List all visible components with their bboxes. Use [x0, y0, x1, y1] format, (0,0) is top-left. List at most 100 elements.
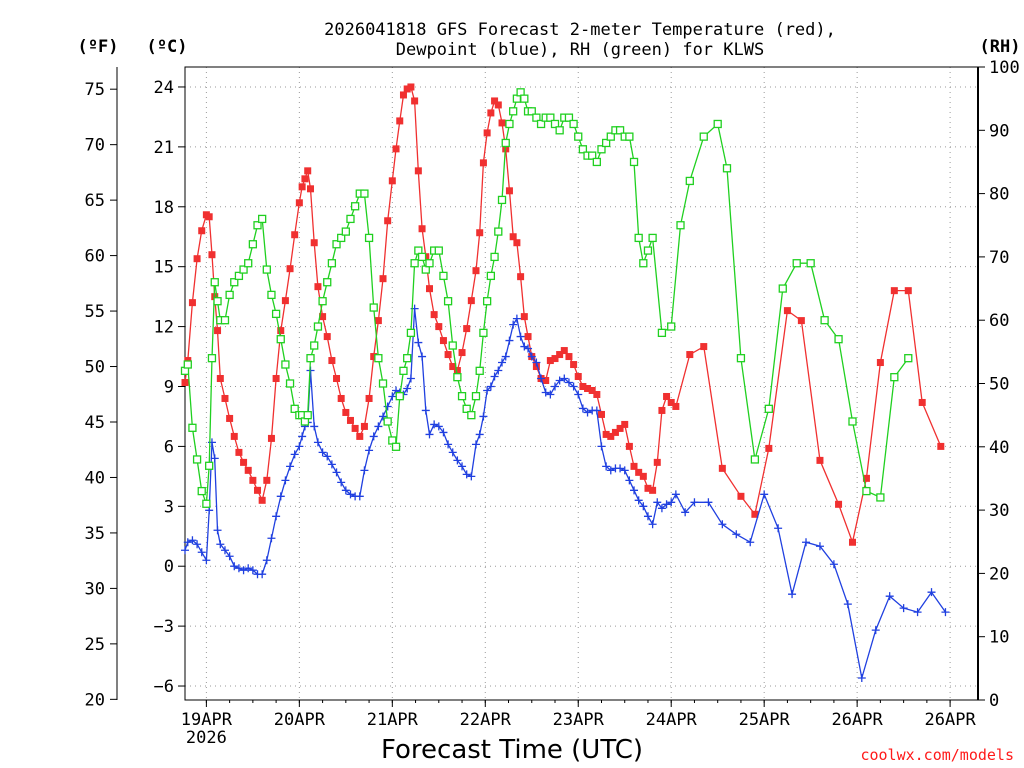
temperature-point	[611, 428, 619, 436]
temperature-point	[435, 323, 443, 331]
temperature-point	[226, 414, 234, 422]
dewpoint-point	[418, 352, 427, 361]
dewpoint-point	[183, 538, 192, 547]
temperature-point	[365, 394, 373, 402]
rh-point	[479, 328, 488, 338]
temperature-point	[244, 466, 252, 474]
rh-point	[225, 290, 234, 300]
temperature-point	[258, 496, 266, 504]
rh-point	[490, 252, 499, 262]
rh-point	[448, 341, 457, 350]
temperature-point	[520, 313, 528, 321]
temperature-point	[593, 390, 601, 398]
dewpoint-point	[564, 378, 573, 387]
temperature-point	[267, 434, 275, 442]
temperature-point	[630, 462, 638, 470]
dewpoint-point	[524, 344, 533, 353]
temperature-point	[816, 456, 824, 464]
celsius-tick-label: 3	[164, 497, 174, 517]
dewpoint-point	[774, 524, 783, 533]
temperature-point	[193, 255, 201, 263]
gridlines	[185, 67, 978, 700]
series-dewpoint	[181, 304, 950, 683]
rh-point	[267, 290, 276, 300]
x-tick-label: 21APR	[367, 710, 419, 730]
rh-point	[410, 259, 419, 268]
celsius-tick-label: 21	[154, 138, 174, 158]
temperature-point	[240, 458, 248, 466]
temperature-point	[602, 430, 610, 438]
rh-point	[239, 265, 248, 274]
rh-point	[281, 360, 290, 369]
dewpoint-point	[327, 460, 336, 469]
dewpoint-point	[681, 508, 690, 517]
rh-point	[205, 461, 214, 470]
temperature-point	[399, 91, 407, 99]
rh-point	[597, 145, 606, 154]
rh-point	[337, 233, 346, 243]
rh-point	[202, 499, 211, 508]
rh-point	[634, 233, 643, 243]
temperature-point	[560, 347, 568, 355]
rh-tick-label: 80	[989, 185, 1009, 205]
temperature-point	[388, 177, 396, 185]
dewpoint-point	[276, 492, 285, 501]
rh-point	[457, 392, 467, 401]
rh-point	[497, 195, 507, 205]
rh-point	[364, 233, 374, 243]
dewpoint-point	[406, 374, 415, 383]
dewpoint-point	[210, 454, 219, 463]
rh-point	[592, 157, 601, 167]
dewpoint-point	[639, 502, 648, 511]
dewpoint-point	[760, 490, 769, 499]
dewpoint-point	[337, 478, 346, 487]
temperature-point	[216, 375, 224, 383]
dewpoint-point	[802, 538, 811, 547]
dewpoint-point	[239, 566, 248, 575]
dewpoint-point	[578, 404, 587, 413]
rh-point	[494, 227, 503, 236]
rh-point	[676, 221, 685, 230]
rh-point	[303, 410, 312, 420]
rh-tick-label: 70	[989, 248, 1009, 268]
rh-tick-label: 40	[989, 438, 1009, 458]
dewpoint-point	[885, 592, 894, 601]
series-rh	[180, 88, 913, 508]
dewpoint-point	[537, 374, 546, 383]
temperature-point	[649, 486, 657, 494]
fahrenheit-tick-label: 60	[85, 247, 105, 267]
dewpoint-point	[234, 564, 243, 573]
dewpoint-point	[625, 476, 634, 485]
temperature-point	[214, 327, 222, 335]
temperature-point	[751, 510, 759, 518]
temperature-point	[509, 233, 517, 241]
rh-point	[699, 132, 708, 141]
temperature-point	[449, 363, 457, 371]
temperature-point	[876, 359, 884, 367]
dewpoint-point	[569, 382, 578, 391]
rh-tick-label: 60	[989, 311, 1009, 331]
rh-point	[403, 354, 412, 363]
rh-point	[643, 246, 653, 255]
rh-point	[310, 341, 319, 350]
dewpoint-point	[541, 388, 550, 397]
dewpoint-point	[421, 406, 430, 415]
rh-point	[197, 486, 206, 496]
temperature-point	[181, 379, 189, 387]
dewpoint-point	[509, 320, 518, 329]
temperature-point	[221, 394, 229, 402]
rh-point	[629, 157, 639, 167]
temperature-point	[249, 476, 257, 484]
rh-point	[876, 493, 885, 502]
temperature-point	[281, 297, 289, 305]
dewpoint-point	[746, 538, 755, 547]
rh-point	[383, 417, 392, 426]
dewpoint-point	[290, 450, 299, 459]
dewpoint-point	[630, 486, 639, 495]
dewpoint-point	[475, 430, 484, 439]
rh-point	[904, 354, 913, 363]
x-tick-sublabel: 2026	[186, 728, 227, 748]
celsius-tick-label: 12	[154, 318, 174, 338]
rh-point	[722, 164, 732, 173]
